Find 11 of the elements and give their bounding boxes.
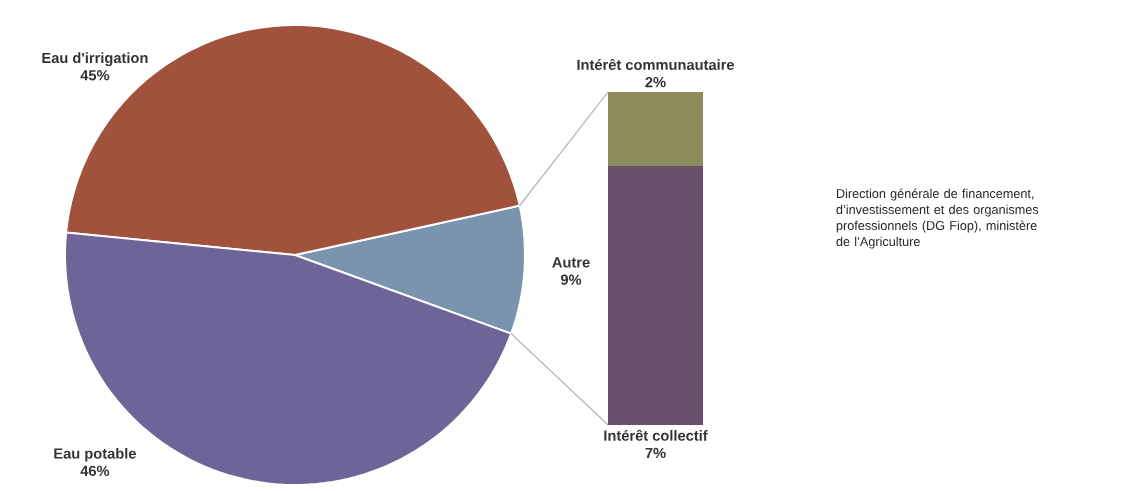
slice-label: Eau d'irrigation (42, 52, 148, 67)
data-label: 45% (80, 70, 110, 81)
slice-label: Eau potable (54, 447, 136, 462)
series-label: Intérêt collectif (604, 429, 708, 441)
data-label: 9% (560, 274, 582, 285)
series-label: Intérêt communautaire (577, 58, 735, 70)
data-label: 2% (645, 76, 666, 88)
data-label: 46% (80, 465, 110, 477)
slice-label: Autre (552, 257, 590, 268)
text: Direction générale de financement, d’investissement et des organismes professionnels (DG Fiop), ministère de l’Agriculture (836, 188, 1039, 249)
data-label: 7% (645, 447, 666, 459)
